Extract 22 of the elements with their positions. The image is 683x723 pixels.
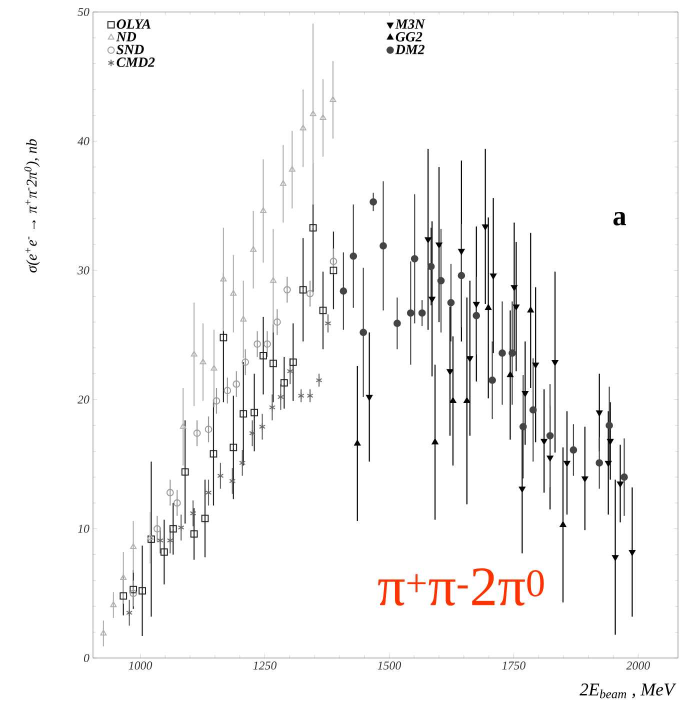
annotation: π$^{+}$π$^{-}$2π$^{0}$ — [378, 568, 544, 606]
x-tick-label: 1500 — [378, 662, 402, 670]
y-tick-label: 10 — [78, 524, 90, 533]
legend-label: OLYA — [116, 19, 151, 29]
y-tick-label: 0 — [84, 654, 90, 662]
y-tick-label: 50 — [78, 8, 90, 16]
legend-label: DM2 — [395, 44, 424, 54]
legend-label: GG2 — [396, 32, 422, 42]
x-tick-label: 1000 — [128, 662, 152, 670]
x-tick-label: 2000 — [626, 662, 650, 670]
x-axis-title: 2E$_{beam}$ , MeV — [580, 684, 676, 698]
y-tick-label: 40 — [78, 137, 90, 146]
legend-label: ND — [116, 32, 136, 42]
y-tick-label: 20 — [78, 396, 90, 404]
x-tick-label: 1750 — [502, 662, 526, 670]
legend-label: CMD2 — [116, 58, 155, 67]
legend-label: M3N — [395, 19, 426, 29]
annotation: a — [613, 212, 626, 226]
x-tick-label: 1250 — [253, 662, 277, 670]
legend-label: SND — [116, 44, 144, 54]
y-tick-label: 30 — [78, 266, 90, 274]
text: σ(e$^{+}$e$^{-}$ → π$^{+}$π$^{-}$2π$^{0}$), nb — [24, 139, 40, 272]
